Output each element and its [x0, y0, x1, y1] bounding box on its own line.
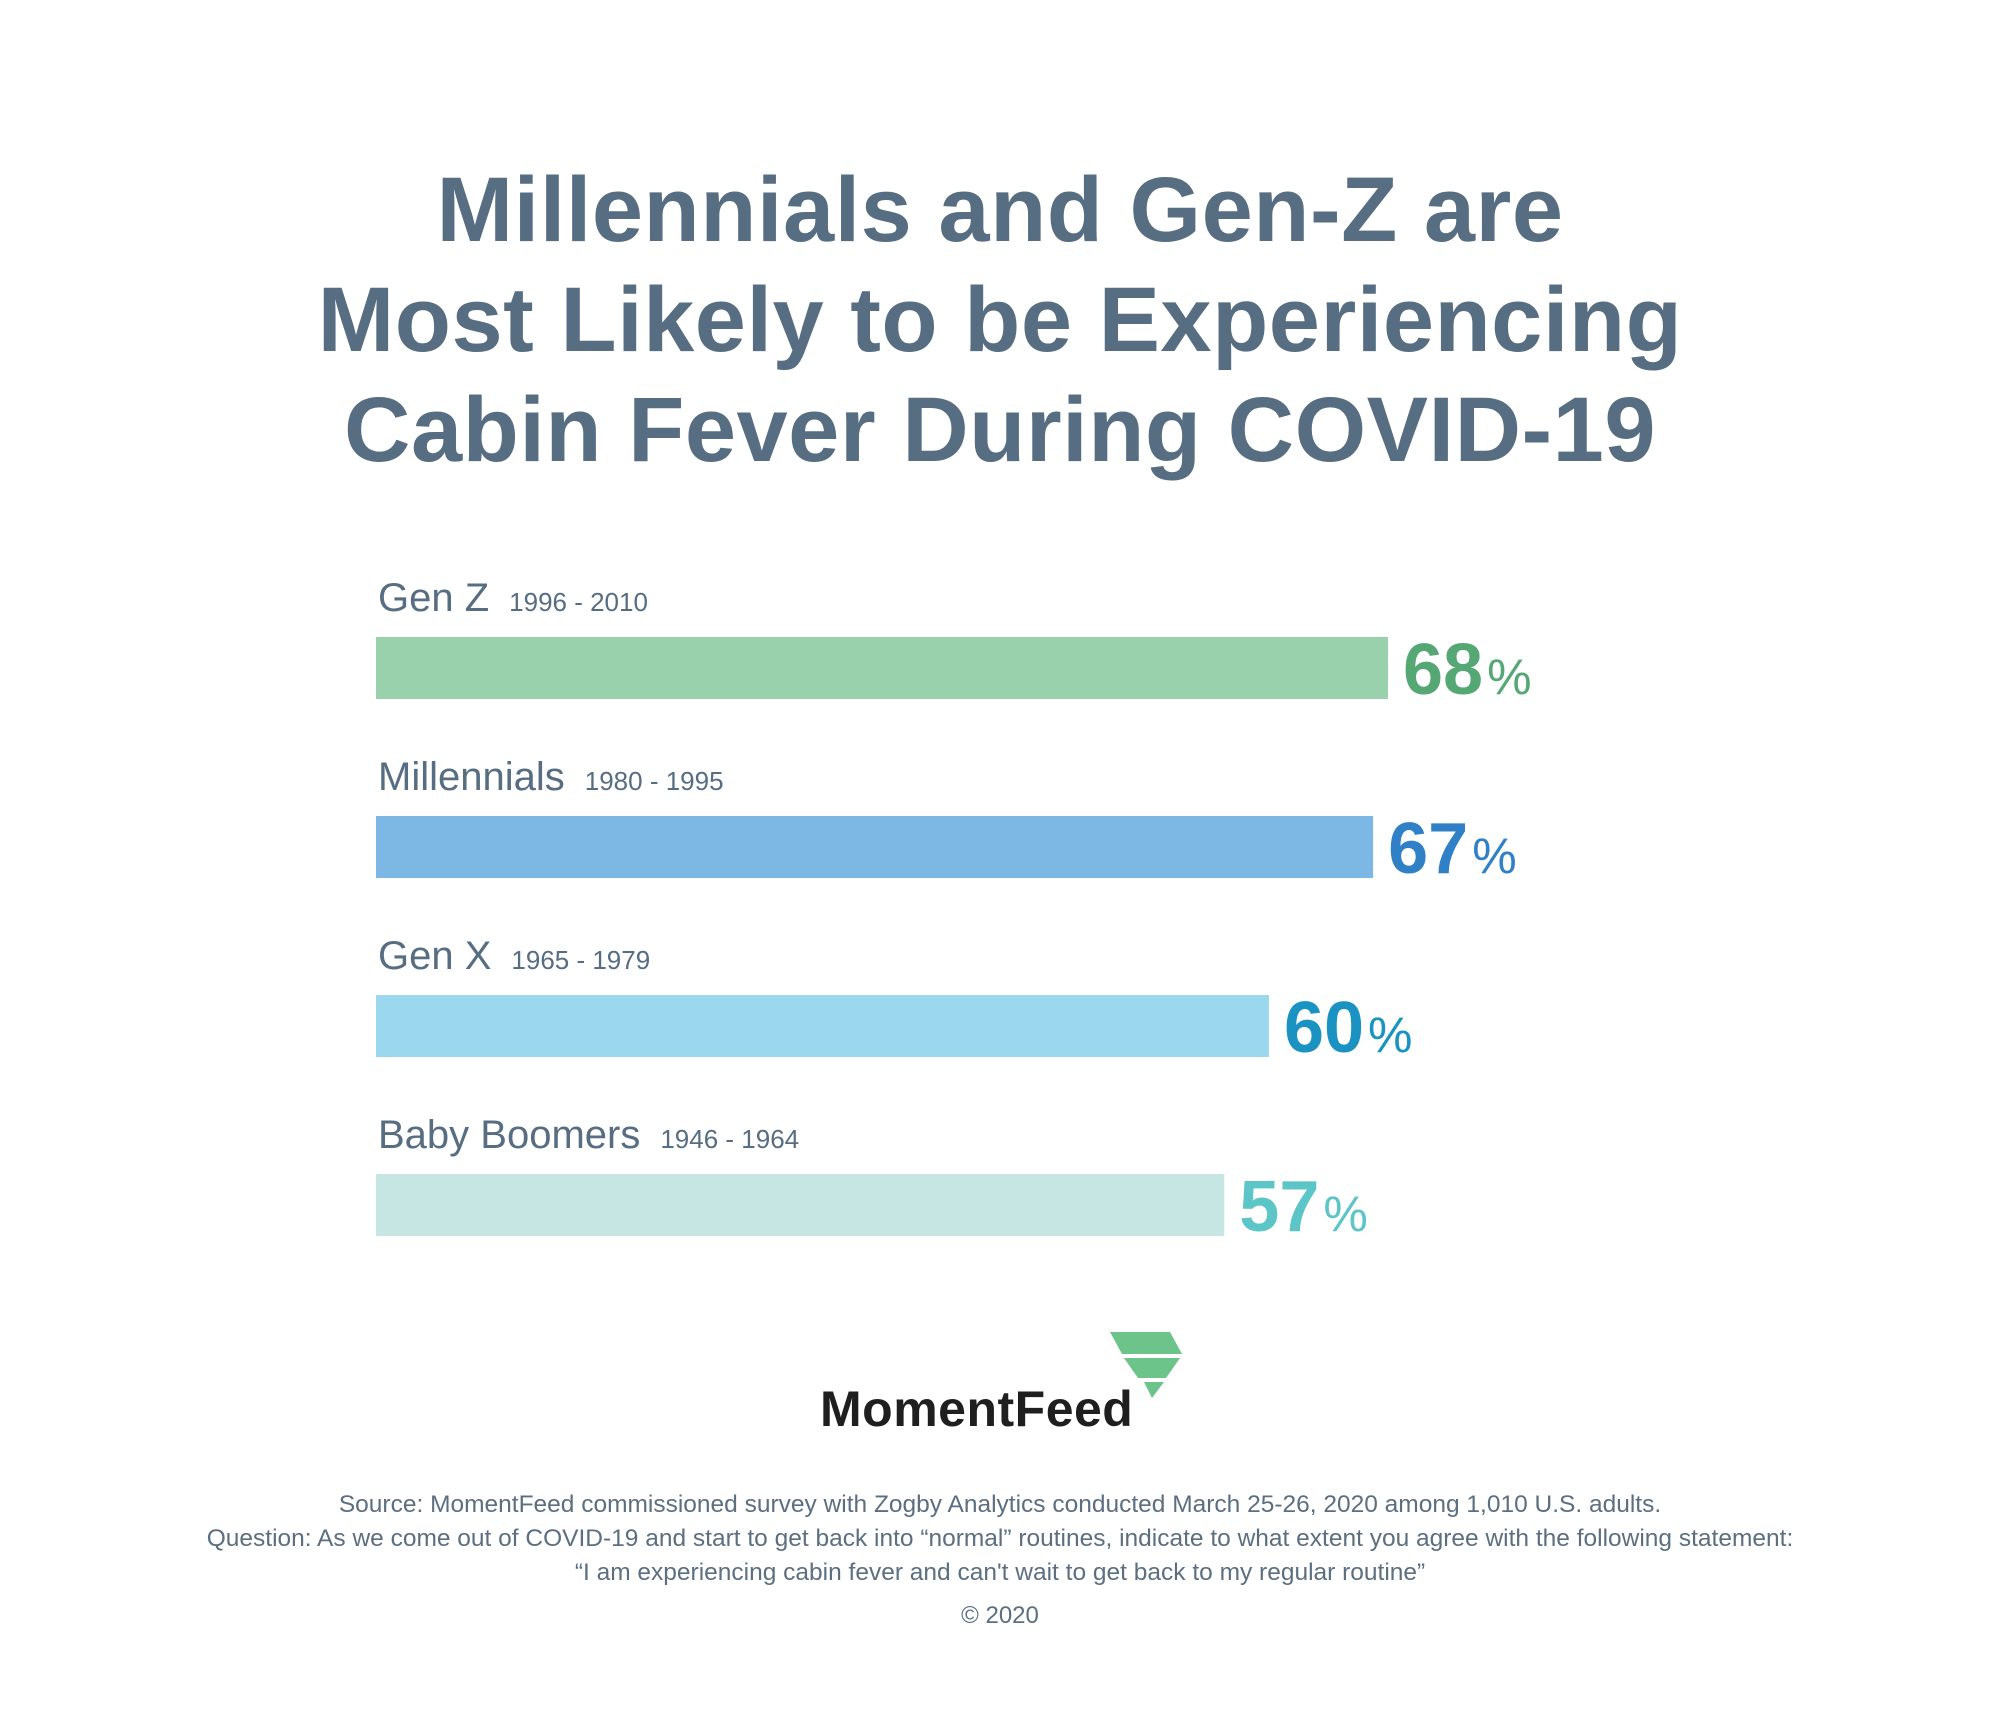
chart-title: Millennials and Gen-Z are Most Likely to… — [0, 155, 2000, 485]
bar-years-millennials: 1980 - 1995 — [585, 766, 724, 796]
bar-years-gen-x: 1965 - 1979 — [511, 945, 650, 975]
chart-title-line-2: Most Likely to be Experiencing — [317, 269, 1683, 371]
bar-baby-boomers — [376, 1174, 1225, 1236]
bar-value-baby-boomers: 57% — [1239, 1167, 1368, 1247]
logo-wordmark: MomentFeed — [820, 1381, 1134, 1437]
source-line: Source: MomentFeed commissioned survey w… — [338, 1491, 1662, 1518]
bar-years-gen-z: 1996 - 2010 — [509, 587, 648, 617]
bar-label-gen-x: Gen X — [378, 934, 491, 978]
bar-gen-z — [376, 637, 1388, 699]
bar-value-gen-x: 60% — [1284, 988, 1413, 1068]
bar-label-baby-boomers: Baby Boomers — [378, 1113, 640, 1157]
bar-years-baby-boomers: 1946 - 1964 — [660, 1124, 799, 1154]
chart-title-line-3: Cabin Fever During COVID-19 — [344, 379, 1656, 481]
bar-value-millennials: 67% — [1388, 809, 1517, 889]
bar-label-gen-z: Gen Z — [378, 576, 489, 620]
momentfeed-logo: MomentFeed — [820, 1330, 1220, 1440]
copyright: © 2020 — [961, 1602, 1039, 1629]
bar-gen-x — [376, 995, 1269, 1057]
statement-line: “I am experiencing cabin fever and can't… — [574, 1559, 1426, 1586]
bar-value-gen-z: 68% — [1403, 630, 1532, 710]
bar-millennials — [376, 816, 1374, 878]
source-note: Source: MomentFeed commissioned survey w… — [0, 1488, 2000, 1590]
momentfeed-logo-icon — [1110, 1332, 1182, 1398]
bar-chart: Gen Z 1996 - 2010 68% Millennials 1980 - 199… — [376, 576, 1532, 1247]
chart-title-line-1: Millennials and Gen-Z are — [436, 159, 1564, 261]
bar-label-millennials: Millennials — [378, 755, 565, 799]
question-line: Question: As we come out of COVID-19 and… — [206, 1525, 1794, 1552]
